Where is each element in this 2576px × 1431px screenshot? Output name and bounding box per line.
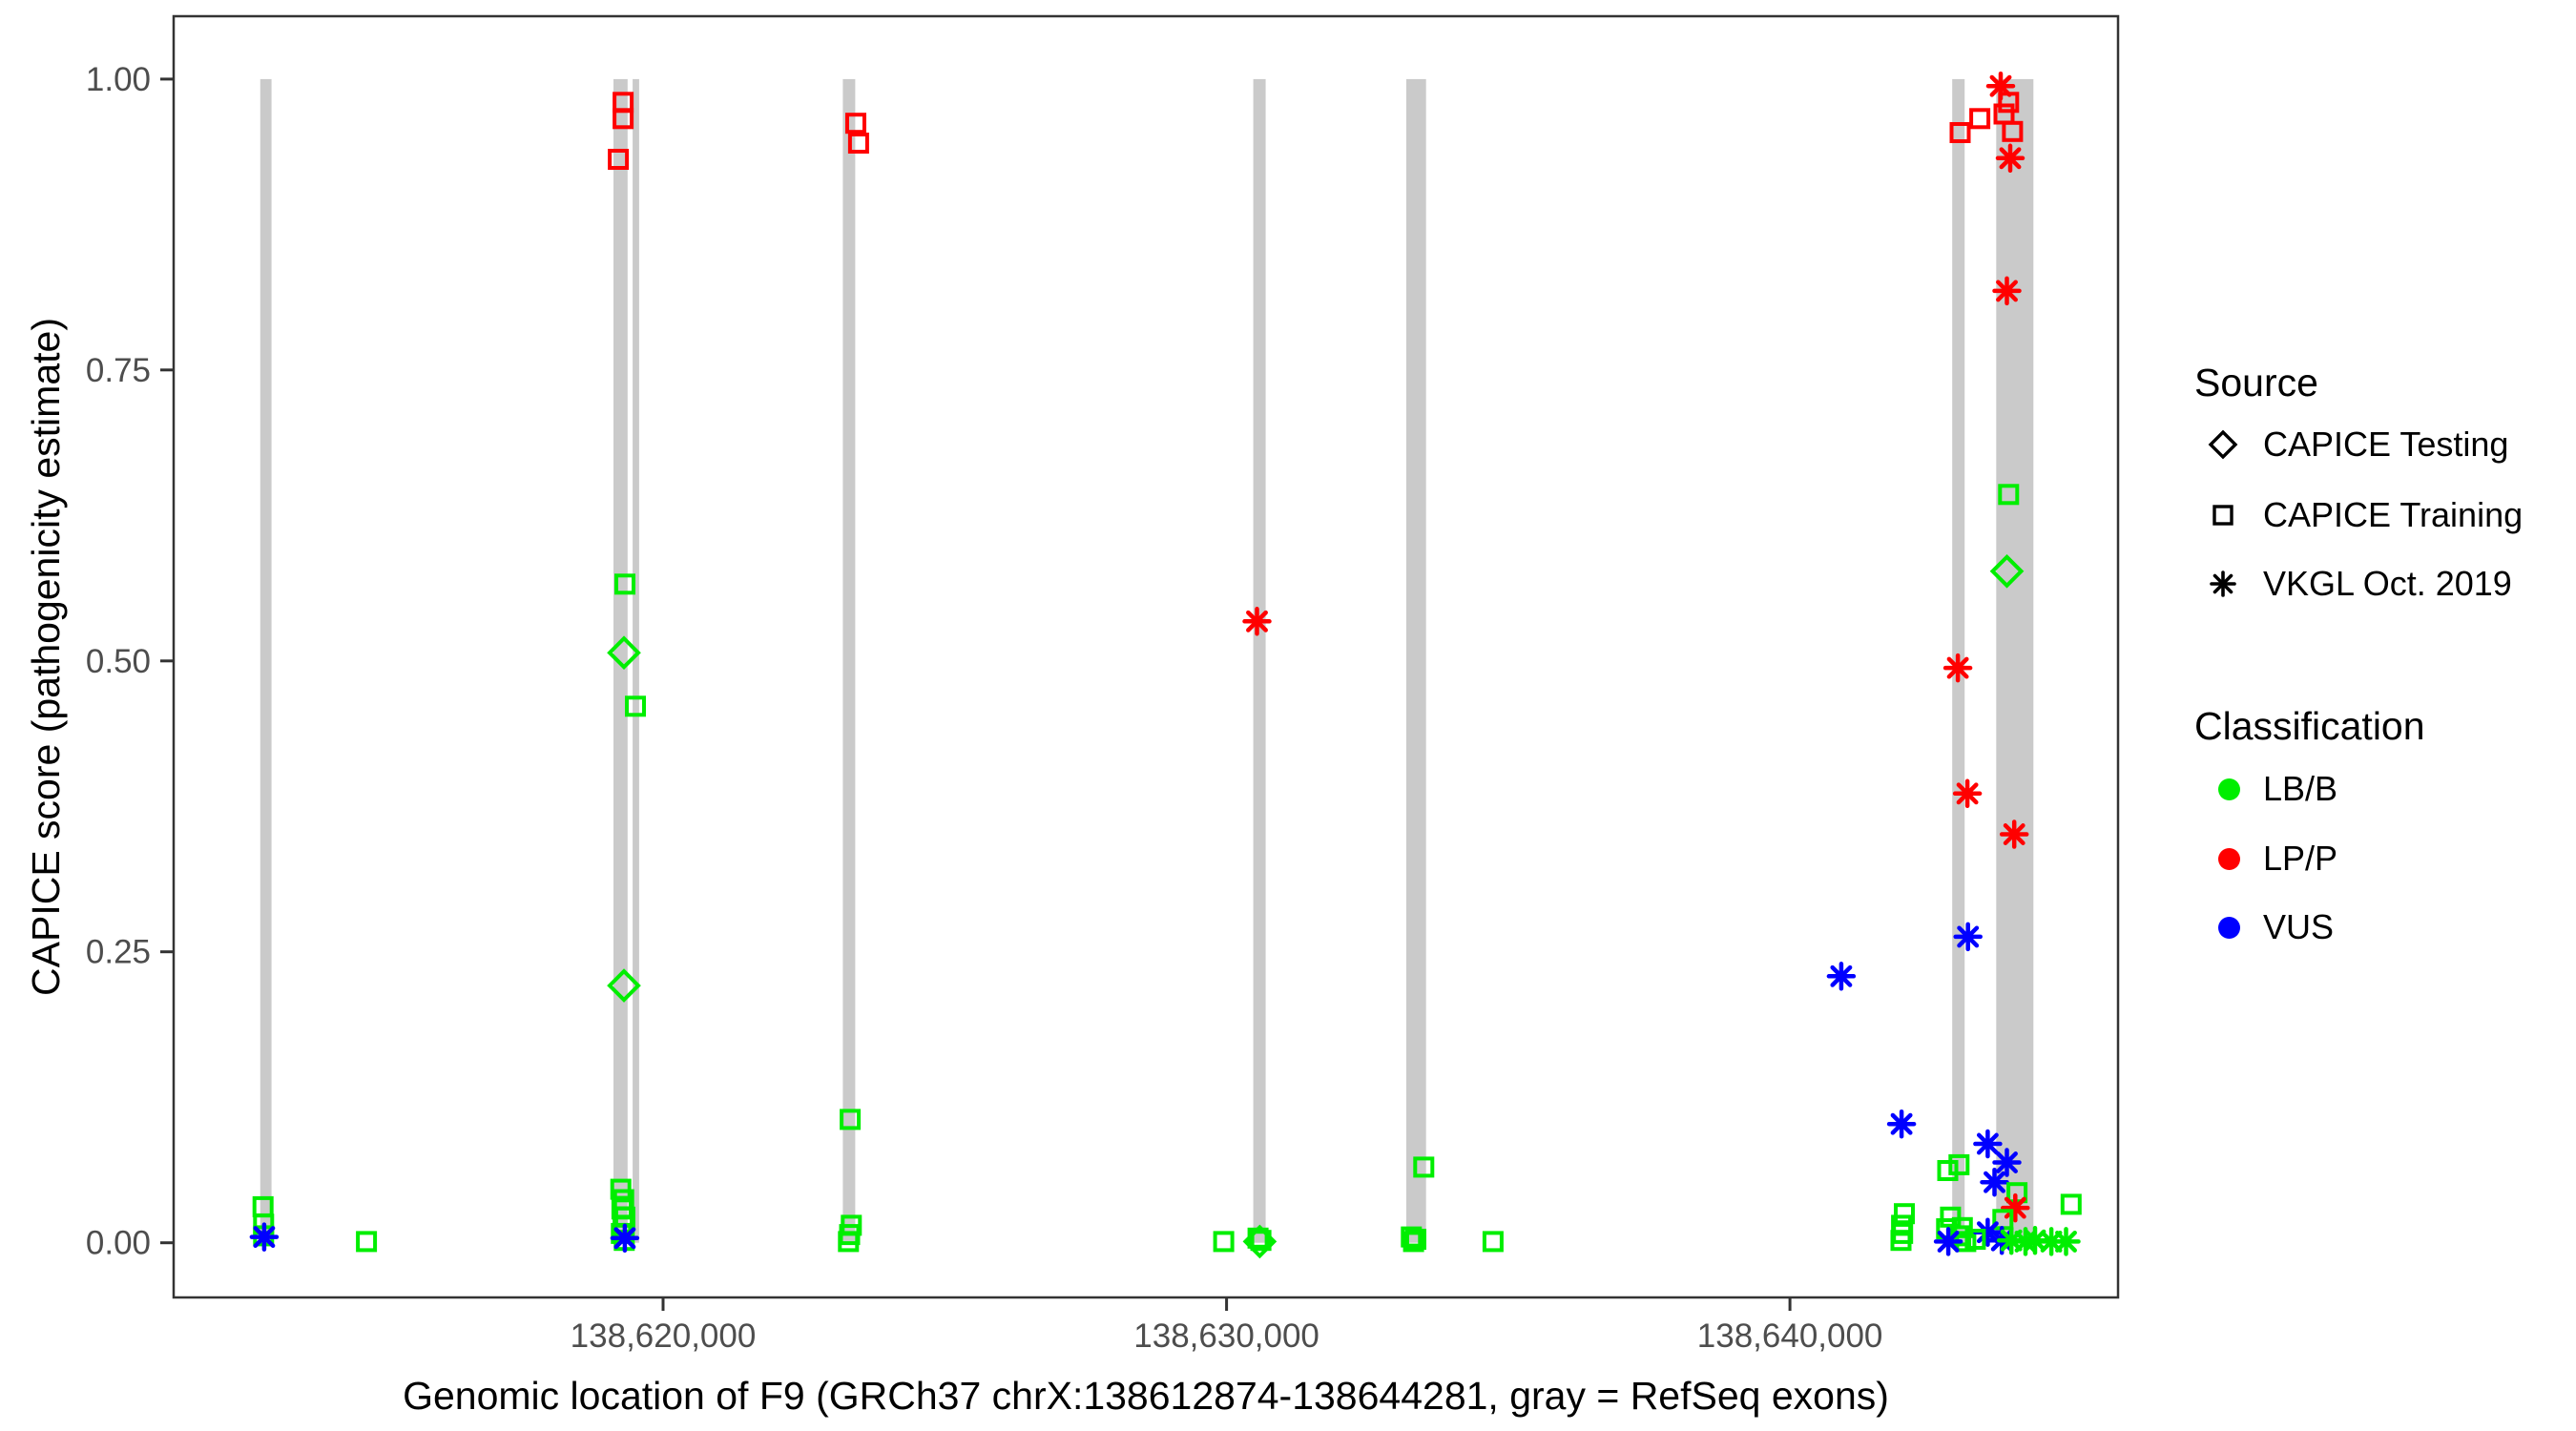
data-point <box>838 1231 860 1253</box>
data-point <box>1995 143 2025 174</box>
data-point <box>2060 1193 2082 1215</box>
legend-item-label: LP/P <box>2263 839 2338 878</box>
exon-bar <box>1996 78 2034 1243</box>
square-icon <box>2200 494 2246 536</box>
exon-bar <box>842 78 856 1243</box>
legend-item-label: CAPICE Training <box>2263 495 2524 534</box>
y-tick-label: 1.00 <box>86 61 151 98</box>
data-point <box>1894 1203 1915 1225</box>
y-tick-label: 0.75 <box>86 352 151 389</box>
legend-item-vkgl: VKGL Oct. 2019 <box>2200 563 2512 605</box>
data-point <box>1998 92 2020 114</box>
data-point <box>840 1109 862 1130</box>
data-point <box>2020 1225 2050 1255</box>
data-point <box>2002 120 2024 142</box>
data-point <box>1213 1231 1235 1253</box>
red-dot-icon <box>2200 838 2246 880</box>
data-point <box>607 635 641 671</box>
data-point <box>1937 1160 1959 1181</box>
data-point <box>1951 1216 1973 1238</box>
exon-bars <box>260 78 2034 1243</box>
axis-ticks: 0.00 0.25 0.50 0.75 1.00 138,620,000 138,630,0… <box>86 61 1883 1355</box>
exon-bar <box>1406 78 1426 1243</box>
legend-source-title: Source <box>2194 361 2318 404</box>
data-point <box>1482 1231 1504 1253</box>
x-tick-label: 138,640,000 <box>1697 1317 1883 1355</box>
data-point <box>2001 1192 2030 1223</box>
y-tick-label: 0.00 <box>86 1225 151 1262</box>
data-points <box>249 71 2082 1259</box>
data-point <box>608 149 630 170</box>
data-point <box>1886 1109 1917 1139</box>
data-point <box>1952 778 1983 809</box>
data-point <box>613 108 634 130</box>
data-point <box>610 1223 640 1254</box>
data-point <box>614 573 635 595</box>
data-point <box>1980 1167 2009 1197</box>
y-tick-label: 0.50 <box>86 643 151 680</box>
data-point <box>1413 1156 1435 1178</box>
data-point <box>1953 922 1983 952</box>
legend-item-lpp: LP/P <box>2200 838 2337 880</box>
data-point <box>2051 1227 2081 1256</box>
data-point <box>1989 553 2025 589</box>
data-point <box>1964 1229 1986 1250</box>
data-point <box>1949 122 1971 143</box>
legend-item-label: VKGL Oct. 2019 <box>2263 564 2512 603</box>
data-point <box>1998 484 2020 506</box>
legend-item-capice-training: CAPICE Training <box>2200 494 2523 536</box>
legend-item-vus: VUS <box>2200 906 2334 948</box>
legend-item-capice-testing: CAPICE Testing <box>2200 424 2508 466</box>
exon-bar <box>1253 78 1266 1243</box>
y-axis-title-box: CAPICE score (pathogenicity estimate) <box>6 16 86 1297</box>
x-axis-title: Genomic location of F9 (GRCh37 chrX:1386… <box>403 1374 1889 1418</box>
legend-item-label: CAPICE Testing <box>2263 425 2509 464</box>
y-tick-label: 0.25 <box>86 934 151 971</box>
asterisk-icon <box>2200 563 2246 605</box>
exon-bar <box>260 78 272 1243</box>
data-point <box>1250 1230 1272 1252</box>
data-point <box>1973 1129 2003 1159</box>
blue-dot-icon <box>2200 906 2246 948</box>
data-point <box>1933 1227 1963 1256</box>
diamond-icon <box>2200 424 2246 466</box>
data-point <box>1942 653 1973 683</box>
data-point <box>1999 819 2029 849</box>
data-point <box>1890 1230 1912 1252</box>
data-point <box>1401 1226 1423 1248</box>
data-point <box>847 133 869 154</box>
data-point <box>356 1231 378 1253</box>
data-point <box>1242 607 1272 636</box>
data-point <box>249 1222 280 1252</box>
legend-item-label: LB/B <box>2263 769 2338 808</box>
x-tick-label: 138,620,000 <box>571 1317 757 1355</box>
data-point <box>1992 276 2022 306</box>
data-point <box>1992 1148 2022 1177</box>
data-point <box>1969 108 1991 130</box>
data-point <box>1402 1231 1424 1253</box>
legend-classification-title: Classification <box>2194 704 2425 748</box>
x-tick-label: 138,630,000 <box>1133 1317 1319 1355</box>
data-point <box>1405 1229 1426 1250</box>
data-point <box>1826 962 1857 991</box>
data-point <box>625 695 646 717</box>
data-point <box>607 968 641 1003</box>
y-axis-title: CAPICE score (pathogenicity estimate) <box>23 318 68 996</box>
legend-item-lbb: LB/B <box>2200 768 2337 810</box>
legend-item-label: VUS <box>2263 907 2335 946</box>
data-point <box>845 113 866 135</box>
exon-bar <box>633 78 639 1243</box>
green-dot-icon <box>2200 768 2246 810</box>
data-point <box>1948 1153 1970 1175</box>
panel-border <box>172 14 2120 1299</box>
